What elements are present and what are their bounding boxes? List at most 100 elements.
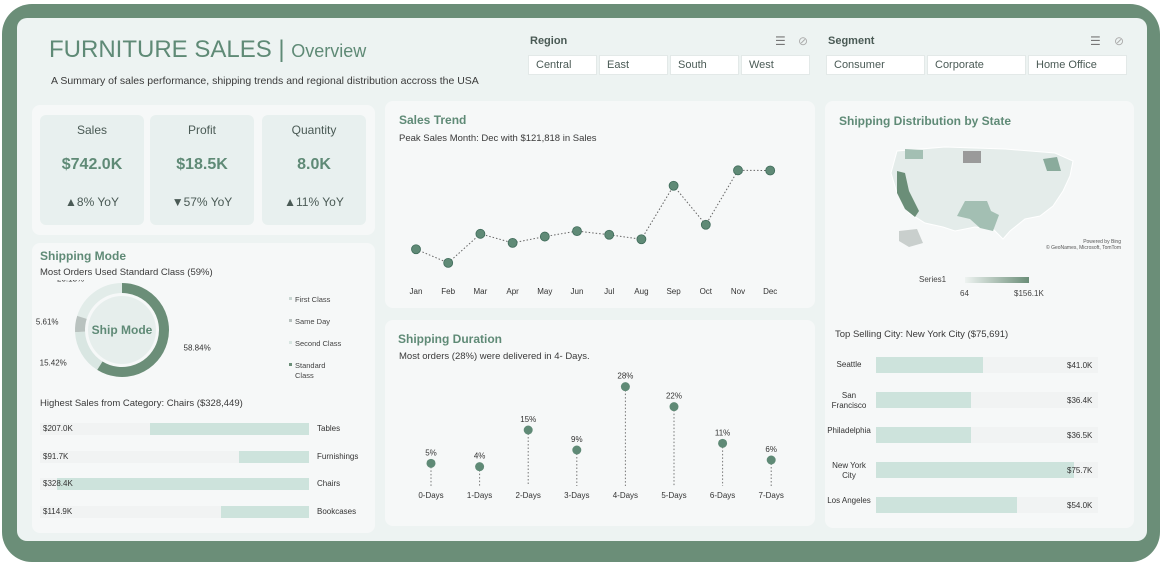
title-divider: | [278,36,285,63]
month-tick-label: Mar [474,287,488,296]
donut-slice-same-day [75,315,87,333]
sales-trend-title: Sales Trend [399,113,467,127]
month-tick-label: Oct [700,287,713,296]
title-text: FURNITURE SALES [49,36,272,63]
donut-data-label: 5.61% [36,318,59,327]
map-legend-series: Series1 [919,275,947,284]
month-tick-label: Apr [506,287,519,296]
sales-trend-point [636,234,647,245]
duration-value-label: 9% [571,435,583,444]
month-tick-label: Jan [410,287,423,296]
kpi-label: Quantity [291,123,337,137]
slicer-button[interactable]: Consumer [826,55,925,75]
category-subtitle: Highest Sales from Category: Chairs ($32… [40,398,243,409]
legend-label: Standard [295,361,325,370]
slicer-button[interactable]: East [599,55,668,75]
sales-trend-point [572,226,582,237]
category-name-label: Chairs [317,479,341,488]
category-bar [149,423,309,435]
map-legend-min: 64 [960,289,969,298]
city-name-label: Seattle [836,360,862,369]
duration-category-label: 7-Days [759,491,784,500]
multi-select-icon[interactable]: ☰ [775,34,786,48]
duration-point [766,455,776,465]
category-bar [220,505,309,518]
subtitle-text: Overview [291,41,367,61]
clear-filter-icon[interactable]: ⊘ [1114,34,1125,48]
duration-point [475,462,485,472]
slicer-button[interactable]: South [670,55,739,75]
slicer-button[interactable]: Corporate [927,55,1026,75]
city-name-label: San Francisco [831,391,867,410]
duration-value-label: 5% [425,448,437,457]
month-tick-label: Aug [634,287,648,296]
city-value-label: $75.7K [1067,466,1093,475]
duration-point [523,425,533,435]
kpi-yoy: ▲11% YoY [284,195,344,209]
donut-slice-first-class [77,283,123,320]
shipping-mode-subtitle: Most Orders Used Standard Class (59%) [40,267,213,278]
duration-category-label: 6-Days [710,491,735,500]
shipping-duration-card: Shipping Duration Most orders (28%) were… [385,320,815,526]
month-tick-label: Nov [731,287,745,296]
kpi-label: Profit [187,123,216,137]
category-bar [238,450,309,463]
donut-center [88,296,156,364]
category-value-label: $114.9K [43,506,73,516]
kpi-value: $18.5K [176,156,228,173]
donut-slice-standard-class [97,283,169,377]
donut-data-label: 20.13% [57,280,84,283]
map-card: Shipping Distribution by State Powered b… [825,101,1134,528]
duration-point [426,458,436,468]
segment-slicer-title: Segment [828,35,875,47]
alaska-shape [899,229,923,247]
category-bar [56,478,309,490]
duration-category-label: 3-Days [564,491,589,500]
month-tick-label: Feb [441,287,455,296]
slicer-button[interactable]: Home Office [1028,55,1127,75]
sales-trend-point [765,165,776,176]
kpi-yoy: ▼57% YoY [171,195,233,209]
legend-label: Class [295,371,314,380]
sales-trend-point [668,180,679,191]
month-tick-label: Jun [571,287,584,296]
duration-category-label: 5-Days [661,491,686,500]
shipping-duration-chart: 5% 0-Days 4% 1-Days 15% 2-Days 9% 3-Days 28% 4-Da… [418,372,784,500]
texas-shape [957,201,999,231]
map-title: Shipping Distribution by State [839,114,1011,128]
sales-trend-point [411,244,421,255]
kpi-sales: Sales $742.0K ▲8% YoY [40,115,144,225]
clear-filter-icon[interactable]: ⊘ [798,34,809,48]
kpi-profit: Profit $18.5K ▼57% YoY [150,115,254,225]
duration-value-label: 4% [474,452,486,461]
city-value-label: $36.4K [1067,396,1093,405]
shipping-mode-title: Shipping Mode [40,249,126,263]
slicer-button[interactable]: Central [528,55,597,75]
page-title: FURNITURE SALES | Overview [49,36,366,64]
duration-point [718,438,728,448]
city-value-label: $41.0K [1067,361,1093,370]
city-name-label: Los Angeles [827,496,871,505]
slicer-button[interactable]: West [741,55,810,75]
cities-subtitle: Top Selling City: New York City ($75,691… [835,329,1009,340]
legend-marker [289,319,292,322]
city-name-label: New York City [832,461,866,480]
city-bar-chart: $41.0K Seattle $36.4K San Francisco $36.5K Ph… [825,346,1134,526]
legend-marker [289,363,292,366]
duration-category-label: 2-Days [516,491,541,500]
multi-select-icon[interactable]: ☰ [1090,34,1101,48]
shipping-duration-subtitle: Most orders (28%) were delivered in 4- D… [399,351,590,362]
us-map: Powered by Bing © GeoNames, Microsoft, T… [890,146,1121,251]
legend-marker [289,341,292,344]
category-bar-chart: $207.0K Tables $91.7K Furnishings $328.4K Cha… [32,415,375,530]
city-bar [876,392,972,408]
page-description: A Summary of sales performance, shipping… [51,75,479,87]
dashboard-canvas: FURNITURE SALES | Overview A Summary of … [17,18,1147,541]
city-bar [876,357,984,373]
kpi-value: $742.0K [61,156,123,173]
duration-category-label: 4-Days [613,491,638,500]
donut-data-label: 15.42% [40,358,67,367]
duration-value-label: 6% [765,445,777,454]
map-legend-gradient [965,277,1029,283]
sales-trend-point [700,219,711,230]
